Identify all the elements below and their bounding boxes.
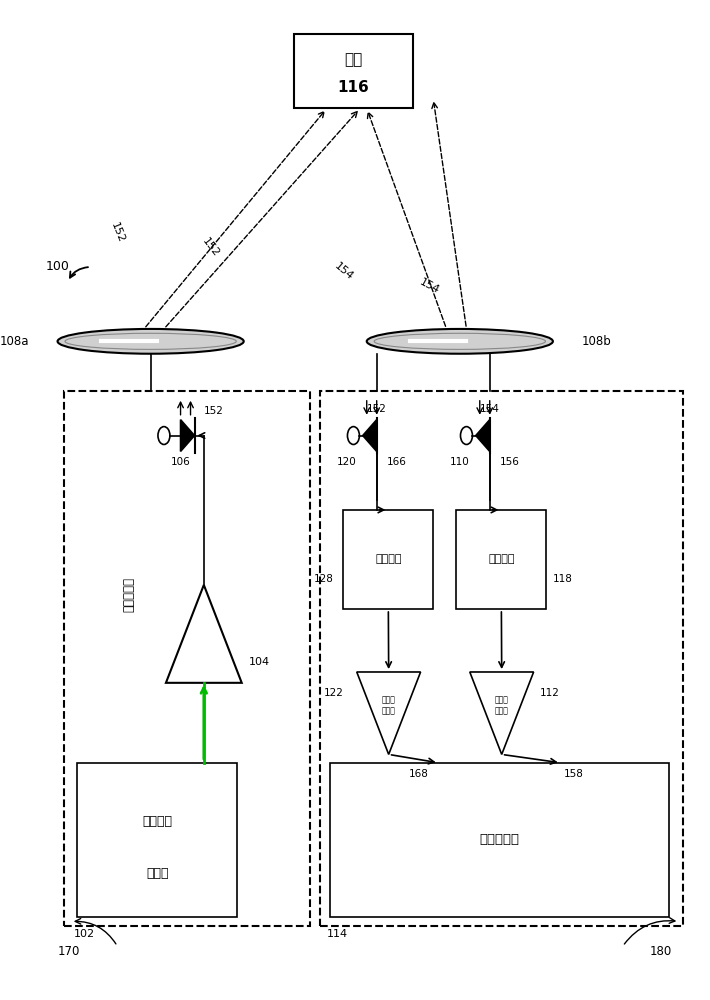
Text: 152: 152: [200, 236, 221, 259]
Text: 154: 154: [480, 404, 500, 414]
Text: 152: 152: [204, 406, 224, 416]
Text: 接收处理器: 接收处理器: [480, 833, 520, 846]
Text: 158: 158: [564, 769, 584, 779]
Text: 152: 152: [109, 221, 126, 244]
Text: 122: 122: [324, 688, 344, 698]
Bar: [294, 34, 413, 108]
Polygon shape: [476, 420, 490, 451]
Polygon shape: [180, 420, 195, 451]
Text: 110: 110: [450, 457, 469, 467]
Ellipse shape: [367, 329, 553, 354]
Text: 发射驱动器: 发射驱动器: [123, 577, 136, 612]
Text: 调制信号: 调制信号: [142, 815, 173, 828]
Text: 跨阻抗
放大器: 跨阻抗 放大器: [382, 696, 395, 715]
Text: 产生器: 产生器: [146, 867, 168, 880]
Polygon shape: [166, 585, 241, 683]
Text: 调谐网络: 调谐网络: [375, 554, 402, 564]
Text: 154: 154: [418, 277, 442, 296]
Text: 128: 128: [314, 574, 334, 584]
Text: 106: 106: [170, 457, 190, 467]
Text: 180: 180: [650, 945, 672, 958]
Text: 目标: 目标: [344, 52, 363, 67]
Text: 120: 120: [337, 457, 356, 467]
Text: 170: 170: [58, 945, 80, 958]
Text: 168: 168: [409, 769, 429, 779]
Text: 102: 102: [74, 929, 95, 939]
Text: 118: 118: [553, 574, 573, 584]
Polygon shape: [363, 420, 377, 451]
Ellipse shape: [58, 329, 244, 354]
Text: 108b: 108b: [581, 335, 611, 348]
Bar: [320, 391, 682, 926]
Bar: [64, 391, 310, 926]
Text: 108a: 108a: [0, 335, 29, 348]
Text: 154: 154: [332, 261, 355, 283]
Text: 116: 116: [337, 80, 369, 95]
Text: 152: 152: [367, 404, 387, 414]
Text: 104: 104: [248, 657, 270, 667]
Text: 166: 166: [387, 457, 407, 467]
Bar: [344, 510, 433, 609]
Bar: [457, 510, 546, 609]
Bar: [77, 763, 237, 916]
Text: 114: 114: [327, 929, 348, 939]
Bar: [330, 763, 670, 916]
Text: 112: 112: [540, 688, 560, 698]
Text: 156: 156: [500, 457, 520, 467]
Text: 跨阻抗
放大器: 跨阻抗 放大器: [495, 696, 508, 715]
Text: 100: 100: [45, 260, 70, 273]
Polygon shape: [356, 672, 420, 754]
Polygon shape: [470, 672, 534, 754]
Text: 调谐网络: 调谐网络: [488, 554, 515, 564]
